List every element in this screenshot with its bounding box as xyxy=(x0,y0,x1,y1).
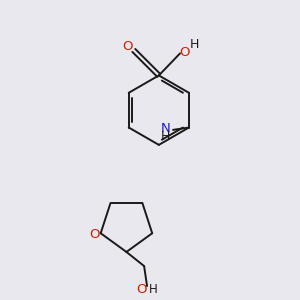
Text: N: N xyxy=(160,122,170,135)
Text: H: H xyxy=(161,130,170,143)
Text: O: O xyxy=(122,40,133,53)
Text: O: O xyxy=(136,283,147,296)
Text: H: H xyxy=(190,38,199,51)
Text: O: O xyxy=(89,228,100,241)
Text: H: H xyxy=(149,283,158,296)
Text: O: O xyxy=(179,46,190,59)
